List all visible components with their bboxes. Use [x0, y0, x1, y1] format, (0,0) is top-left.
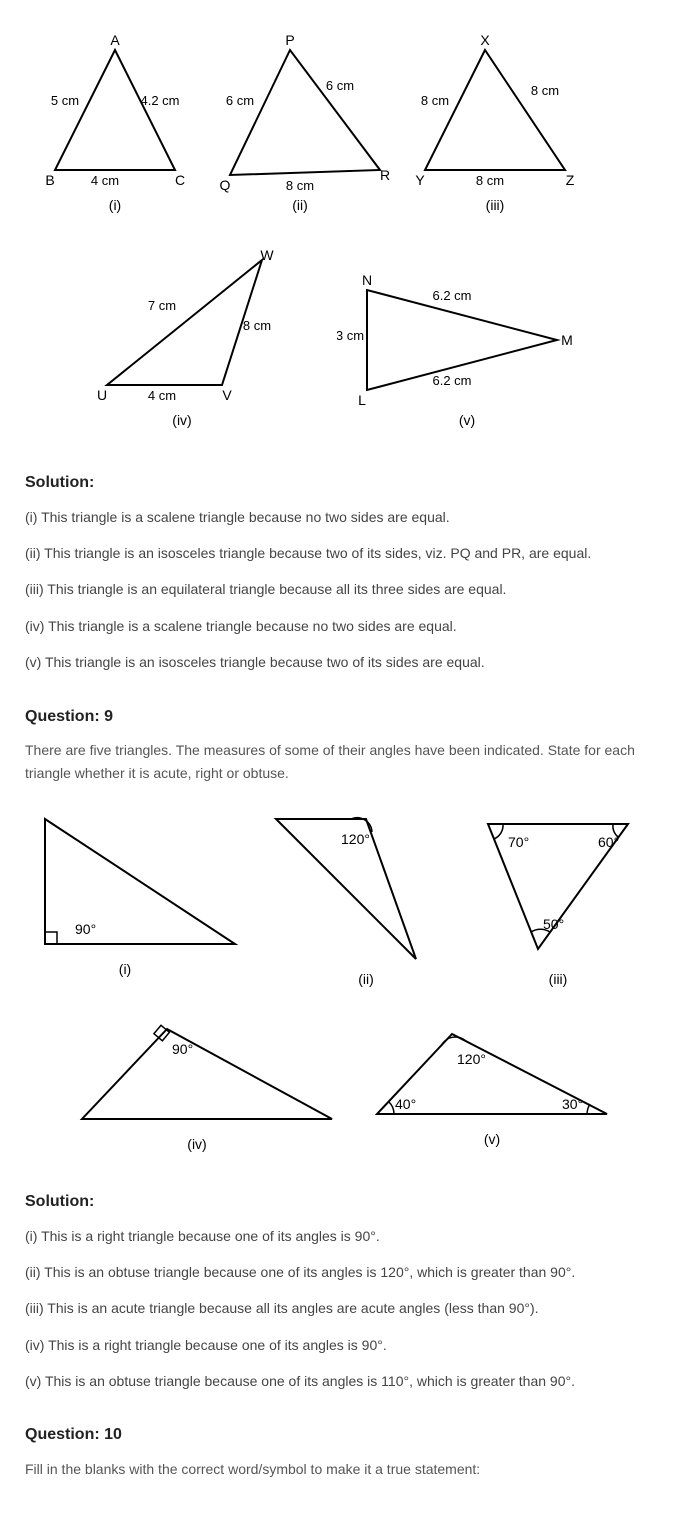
vertex-label: Q	[220, 177, 231, 193]
figure-label: (i)	[119, 961, 131, 977]
solution-item: (i) This triangle is a scalene triangle …	[25, 506, 664, 528]
side-label: 6 cm	[326, 78, 354, 93]
question-heading: Question: 10	[25, 1422, 664, 1448]
triangle-ii: P Q R 6 cm 6 cm 8 cm (ii)	[210, 30, 390, 230]
angle-triangle-ii: 120° (ii)	[256, 799, 452, 999]
triangle-row-1: A B C 5 cm 4.2 cm 4 cm (i) P Q R 6 cm 6 …	[25, 30, 664, 230]
vertex-label: M	[561, 332, 573, 348]
angle-triangle-iii: 70° 60° 50° (iii)	[468, 799, 664, 999]
figure-label: (iii)	[548, 971, 567, 987]
angle-label: 120°	[341, 831, 370, 847]
angle-label: 90°	[172, 1041, 193, 1057]
question-text: Fill in the blanks with the correct word…	[25, 1458, 664, 1480]
vertex-label: W	[260, 247, 274, 263]
angle-label: 120°	[457, 1051, 486, 1067]
solution-heading: Solution:	[25, 470, 664, 496]
solution-item: (v) This triangle is an isosceles triang…	[25, 651, 664, 673]
angle-triangle-i: 90° (i)	[25, 799, 241, 999]
side-label: 4 cm	[148, 388, 176, 403]
triangle-i: A B C 5 cm 4.2 cm 4 cm (i)	[25, 30, 195, 230]
vertex-label: C	[175, 172, 185, 188]
side-label: 3 cm	[337, 328, 364, 343]
side-label: 4.2 cm	[140, 93, 179, 108]
vertex-label: P	[285, 32, 294, 48]
side-label: 4 cm	[91, 173, 119, 188]
solution-item: (v) This is an obtuse triangle because o…	[25, 1370, 664, 1392]
vertex-label: V	[222, 387, 232, 403]
side-label: 8 cm	[531, 83, 559, 98]
figure-label: (v)	[459, 412, 475, 428]
angle-label: 60°	[598, 834, 619, 850]
vertex-label: Y	[415, 172, 425, 188]
solution-heading: Solution:	[25, 1189, 664, 1215]
figure-label: (iii)	[486, 197, 505, 213]
figure-triangles-sides: A B C 5 cm 4.2 cm 4 cm (i) P Q R 6 cm 6 …	[25, 30, 664, 445]
triangle-v: N L M 6.2 cm 3 cm 6.2 cm (v)	[337, 245, 597, 445]
angle-label: 90°	[75, 921, 96, 937]
side-label: 5 cm	[51, 93, 79, 108]
side-label: 8 cm	[286, 178, 314, 193]
vertex-label: X	[480, 32, 490, 48]
side-label: 7 cm	[148, 298, 176, 313]
side-label: 6 cm	[226, 93, 254, 108]
solution-item: (iv) This triangle is a scalene triangle…	[25, 615, 664, 637]
side-label: 8 cm	[421, 93, 449, 108]
side-label: 6.2 cm	[432, 373, 471, 388]
figure-label: (v)	[484, 1131, 500, 1147]
question-text: There are five triangles. The measures o…	[25, 739, 664, 784]
angle-label: 30°	[562, 1096, 583, 1112]
triangle-iii: X Y Z 8 cm 8 cm 8 cm (iii)	[405, 30, 585, 230]
figure-label: (iv)	[172, 412, 191, 428]
vertex-label: L	[358, 392, 366, 408]
solution-item: (iii) This is an acute triangle because …	[25, 1297, 664, 1319]
angle-label: 70°	[508, 834, 529, 850]
triangle-row-2: W U V 7 cm 8 cm 4 cm (iv) N L M 6.2 cm 3…	[25, 245, 664, 445]
solution-item: (ii) This triangle is an isosceles trian…	[25, 542, 664, 564]
angle-row-2: 90° (iv) 120° 40° 30° (v)	[25, 1014, 664, 1164]
side-label: 8 cm	[243, 318, 271, 333]
figure-label: (ii)	[358, 971, 374, 987]
vertex-label: B	[45, 172, 54, 188]
vertex-label: U	[97, 387, 107, 403]
angle-row-1: 90° (i) 120° (ii) 70° 60° 50° (iii)	[25, 799, 664, 999]
solution-item: (iii) This triangle is an equilateral tr…	[25, 578, 664, 600]
triangle-iv: W U V 7 cm 8 cm 4 cm (iv)	[92, 245, 322, 445]
angle-triangle-v: 120° 40° 30° (v)	[362, 1014, 622, 1164]
angle-label: 40°	[395, 1096, 416, 1112]
vertex-label: Z	[566, 172, 575, 188]
solution-item: (i) This is a right triangle because one…	[25, 1225, 664, 1247]
vertex-label: R	[380, 167, 390, 183]
vertex-label: A	[110, 32, 120, 48]
figure-label: (i)	[109, 197, 121, 213]
figure-label: (ii)	[292, 197, 308, 213]
side-label: 6.2 cm	[432, 288, 471, 303]
solution-item: (iv) This is a right triangle because on…	[25, 1334, 664, 1356]
solution-item: (ii) This is an obtuse triangle because …	[25, 1261, 664, 1283]
vertex-label: N	[362, 272, 372, 288]
angle-triangle-iv: 90° (iv)	[67, 1014, 347, 1164]
angle-label: 50°	[543, 916, 564, 932]
figure-label: (iv)	[187, 1136, 206, 1152]
question-heading: Question: 9	[25, 704, 664, 730]
side-label: 8 cm	[476, 173, 504, 188]
figure-triangles-angles: 90° (i) 120° (ii) 70° 60° 50° (iii) 90°	[25, 799, 664, 1164]
